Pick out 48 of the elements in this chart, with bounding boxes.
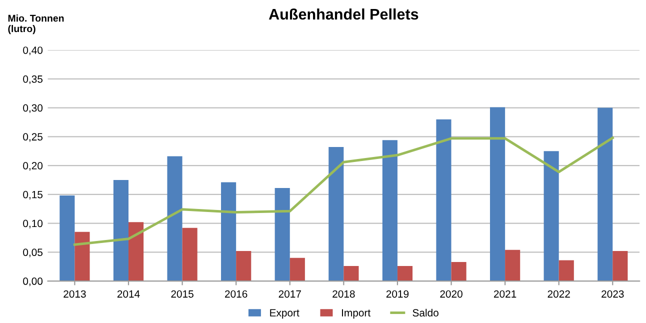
- bar: [328, 147, 344, 282]
- bar: [436, 119, 452, 282]
- bar: [182, 228, 198, 282]
- bar: [113, 180, 128, 282]
- line-series: [73, 136, 614, 246]
- bar: [236, 250, 252, 282]
- y-tick-label: 0,25: [23, 133, 43, 142]
- legend-label: Export: [270, 309, 300, 319]
- x-tick-label: 2013: [64, 290, 86, 298]
- y-tick-label: 0,05: [23, 248, 43, 258]
- bar: [74, 232, 90, 282]
- x-tick-label: 2020: [440, 290, 462, 298]
- bar: [382, 140, 398, 282]
- chart-title: Außenhandel Pellets: [268, 8, 418, 20]
- y-tick-label: 0,00: [23, 278, 43, 286]
- x-tick-label: 2018: [332, 290, 355, 298]
- x-tick-label: 2023: [602, 290, 624, 298]
- y-tick-label: 0,20: [23, 162, 43, 171]
- x-tick-label: 2021: [494, 290, 516, 298]
- bar: [397, 266, 413, 282]
- bar: [544, 151, 559, 282]
- legend-label: Saldo: [412, 308, 438, 317]
- bar: [558, 260, 574, 282]
- bar: [274, 188, 290, 282]
- x-tick-label: 2019: [386, 290, 409, 298]
- y-tick-label: 0,35: [23, 75, 43, 84]
- bar: [612, 250, 628, 282]
- y-tick-label: 0,10: [23, 220, 43, 228]
- bar: [60, 196, 75, 282]
- y-tick-label: 0,40: [23, 46, 43, 56]
- y-tick-label: 0,15: [23, 190, 43, 200]
- x-tick-label: 2017: [278, 290, 301, 298]
- bar: [128, 222, 144, 282]
- bar: [505, 250, 520, 282]
- x-tick-label: 2015: [171, 290, 194, 298]
- x-tick-label: 2022: [548, 290, 570, 298]
- bar: [167, 156, 182, 282]
- x-tick-label: 2014: [117, 290, 140, 298]
- y-axis-title: Mio. Tonnen (lutro): [8, 14, 64, 34]
- bar: [451, 262, 466, 282]
- bar: [290, 258, 305, 282]
- bar: [490, 107, 506, 282]
- legend-label: Import: [342, 309, 371, 319]
- bar: [344, 266, 359, 282]
- bar: [598, 108, 613, 282]
- bar: [221, 182, 236, 282]
- y-tick-label: 0,30: [23, 104, 43, 113]
- x-tick-label: 2016: [225, 290, 248, 298]
